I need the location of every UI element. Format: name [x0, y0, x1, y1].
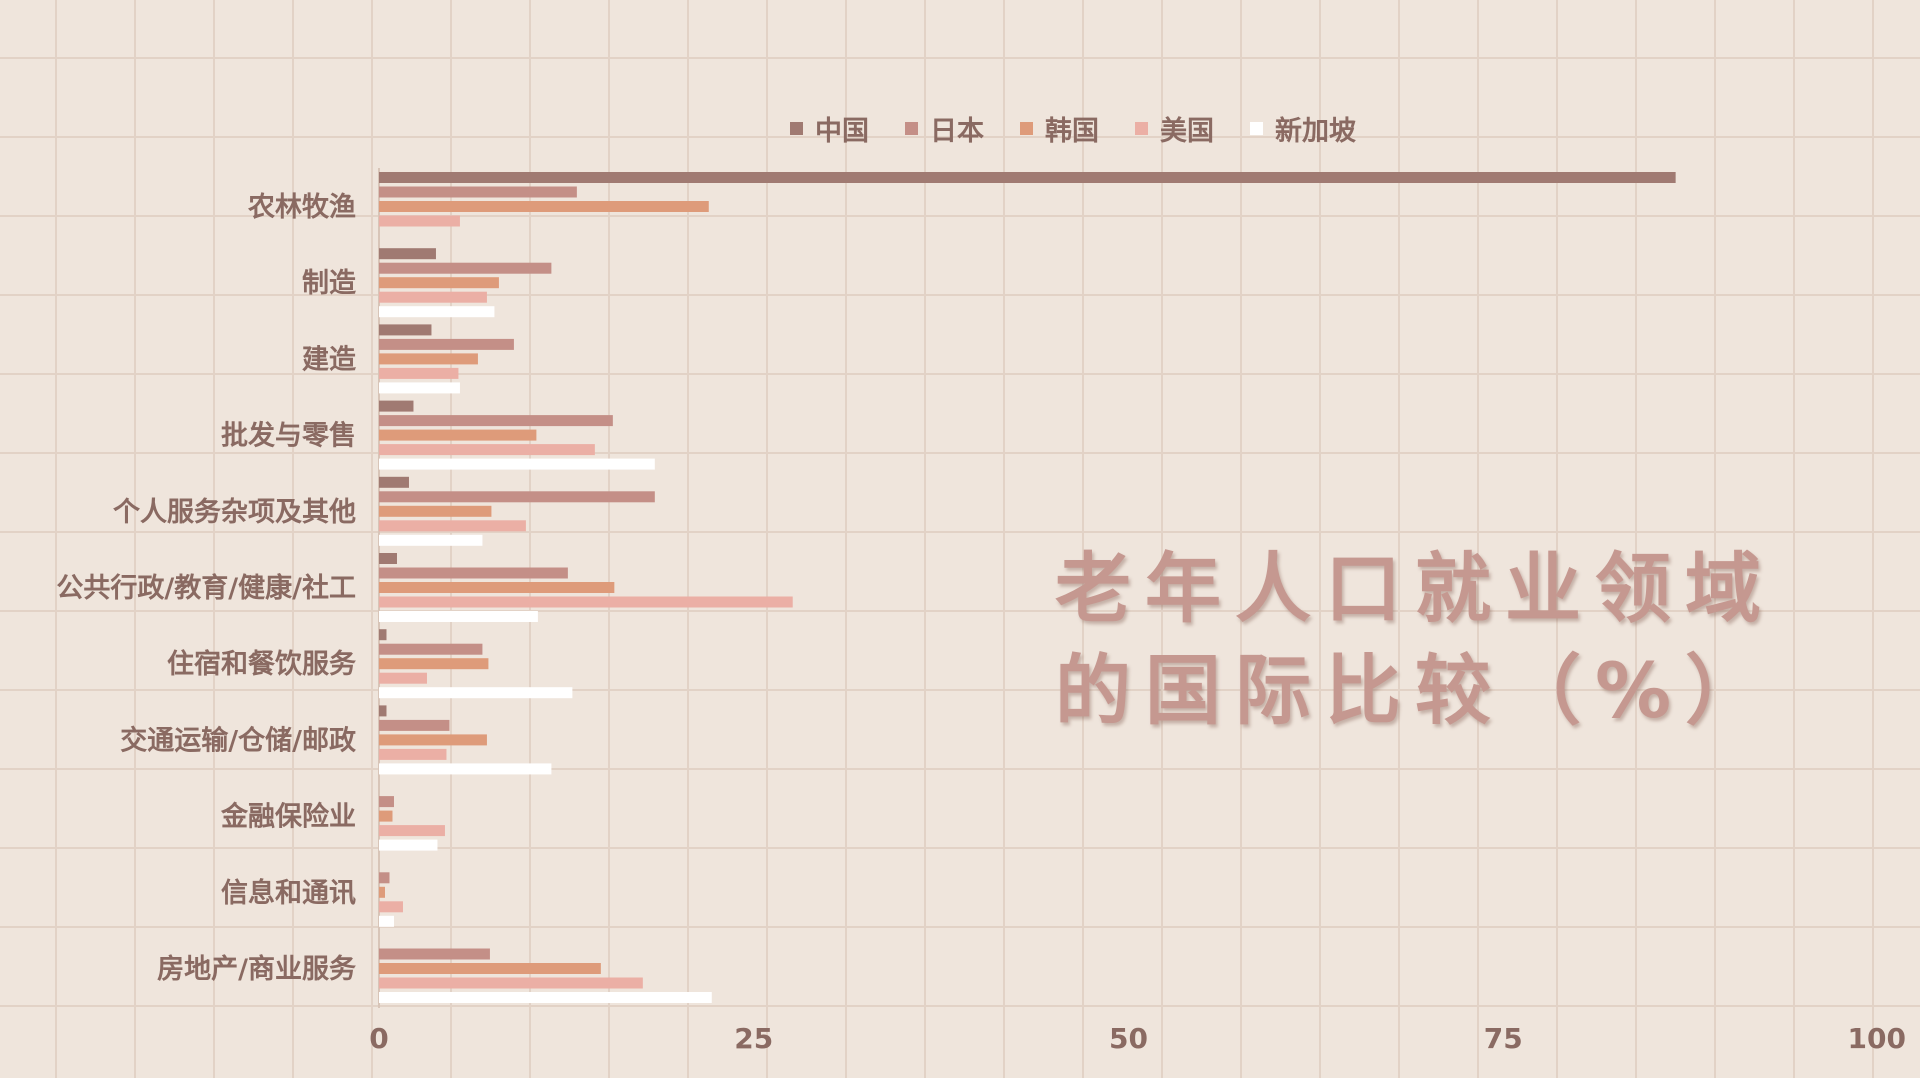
- bar-3-5: [379, 505, 492, 517]
- bar-2-8: [379, 719, 450, 731]
- bar-3-2: [379, 277, 499, 289]
- bar-4-6: [379, 596, 793, 608]
- bar-4-5: [379, 520, 526, 532]
- legend-label: 中国: [815, 115, 869, 147]
- chart-title: 老年人口就业领域 的国际比较（%）: [1055, 538, 1775, 742]
- bar-5-4: [379, 458, 655, 470]
- x-tick-label: 0: [369, 1022, 388, 1055]
- bar-3-6: [379, 582, 615, 593]
- chart-title-line-2: 的国际比较（%）: [1055, 646, 1776, 735]
- bar-3-10: [379, 886, 385, 898]
- legend-item: 美国: [1135, 109, 1214, 148]
- legend-swatch: [1135, 121, 1148, 135]
- category-label: 公共行政/教育/健康/社工: [56, 572, 356, 604]
- bar-1-1: [379, 172, 1676, 183]
- bar-1-8: [379, 705, 387, 717]
- bar-5-10: [379, 915, 394, 927]
- bar-2-7: [379, 643, 483, 655]
- bar-4-10: [379, 901, 403, 913]
- bar-1-5: [379, 476, 409, 488]
- bar-5-8: [379, 763, 552, 775]
- category-label: 农林牧渔: [247, 192, 356, 223]
- category-label: 房地产/商业服务: [157, 954, 356, 985]
- bar-5-11: [379, 992, 712, 1003]
- bar-1-7: [379, 629, 387, 641]
- x-tick-label: 50: [1109, 1022, 1148, 1055]
- category-label: 制造: [302, 268, 356, 299]
- legend-swatch: [905, 121, 918, 135]
- bar-3-11: [379, 963, 601, 974]
- chart-title-line-1: 老年人口就业领域: [1055, 544, 1775, 633]
- bar-5-9: [379, 839, 438, 851]
- bar-5-5: [379, 534, 483, 546]
- bar-1-4: [379, 400, 414, 412]
- legend-label: 日本: [930, 115, 984, 147]
- bar-1-3: [379, 324, 432, 336]
- bar-2-5: [379, 491, 655, 503]
- legend-label: 新加坡: [1275, 115, 1356, 147]
- bar-4-8: [379, 748, 447, 760]
- legend-item: 韩国: [1020, 109, 1099, 148]
- bar-1-2: [379, 248, 436, 260]
- x-tick-label: 100: [1848, 1022, 1906, 1055]
- bar-2-11: [379, 948, 490, 960]
- category-label: 建造: [302, 344, 356, 375]
- category-label: 批发与零售: [221, 420, 356, 452]
- bar-4-1: [379, 215, 460, 227]
- bar-4-3: [379, 367, 459, 379]
- bar-2-6: [379, 567, 568, 579]
- legend-swatch: [1020, 121, 1033, 135]
- bar-2-4: [379, 415, 613, 427]
- legend-label: 韩国: [1045, 115, 1099, 147]
- bar-2-1: [379, 186, 577, 198]
- legend-swatch: [1250, 121, 1263, 135]
- bar-4-4: [379, 444, 595, 456]
- bar-2-3: [379, 338, 514, 350]
- legend-label: 美国: [1160, 115, 1214, 147]
- bar-5-3: [379, 382, 460, 394]
- bar-2-10: [379, 872, 390, 884]
- legend-item: 日本: [905, 109, 984, 148]
- bar-3-4: [379, 429, 537, 441]
- bar-5-2: [379, 306, 495, 318]
- category-label: 个人服务杂项及其他: [113, 497, 356, 528]
- category-label: 金融保险业: [220, 801, 356, 833]
- legend-item: 新加坡: [1250, 109, 1356, 148]
- bar-4-11: [379, 977, 643, 989]
- category-label: 住宿和餐饮服务: [167, 648, 356, 680]
- x-tick-label: 75: [1484, 1022, 1523, 1055]
- chart-legend: 中国 日本 韩国 美国 新加坡: [790, 108, 1356, 148]
- bar-3-3: [379, 353, 478, 365]
- bar-3-8: [379, 734, 487, 746]
- bar-5-7: [379, 687, 573, 699]
- bar-3-7: [379, 658, 489, 670]
- bar-3-9: [379, 810, 393, 822]
- bar-4-7: [379, 672, 427, 684]
- labels-layer: 农林牧渔制造建造批发与零售个人服务杂项及其他公共行政/教育/健康/社工住宿和餐饮…: [56, 192, 1906, 1055]
- bars-layer: [379, 172, 1676, 1003]
- bar-3-1: [379, 201, 709, 212]
- bar-1-6: [379, 553, 397, 564]
- bar-5-6: [379, 611, 538, 622]
- category-label: 信息和通讯: [221, 877, 356, 909]
- bar-2-2: [379, 262, 552, 274]
- category-label: 交通运输/仓储/邮政: [120, 724, 356, 756]
- bar-2-9: [379, 796, 394, 808]
- bar-4-9: [379, 825, 445, 837]
- x-tick-label: 25: [734, 1022, 773, 1055]
- bar-4-2: [379, 291, 487, 303]
- legend-item: 中国: [790, 109, 869, 148]
- legend-swatch: [790, 121, 803, 135]
